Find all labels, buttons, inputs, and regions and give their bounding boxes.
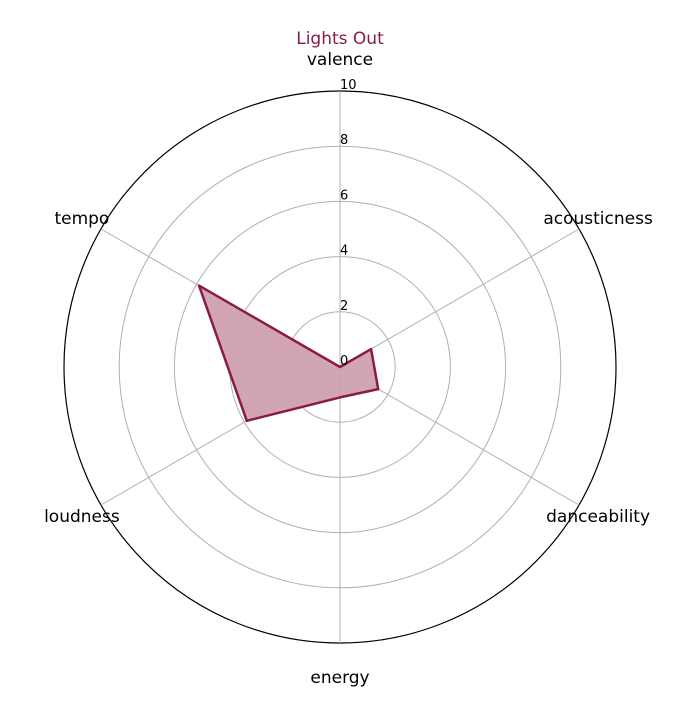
r-tick-label: 10 <box>340 78 357 93</box>
r-tick-label: 2 <box>340 299 348 314</box>
chart-title: Lights Out <box>296 29 384 49</box>
axis-label-tempo: tempo <box>54 209 109 229</box>
r-tick-label: 4 <box>340 244 348 259</box>
r-tick-label: 8 <box>340 133 348 148</box>
axis-label-acousticness: acousticness <box>543 209 653 229</box>
spoke-danceability <box>339 366 580 506</box>
axis-label-valence: valence <box>307 50 373 70</box>
grid-layer <box>63 90 617 644</box>
r-tick-label: 0 <box>340 354 348 369</box>
data-layer <box>197 284 380 423</box>
series-polygon <box>197 284 380 423</box>
axis-label-danceability: danceability <box>546 507 650 527</box>
axis-label-loudness: loudness <box>44 507 120 527</box>
tick-layer: 0 2 4 6 8 10 <box>340 78 357 369</box>
axis-label-energy: energy <box>310 668 369 688</box>
r-tick-label: 6 <box>340 188 348 203</box>
axis-label-layer: valence acousticness danceability energy lou… <box>44 50 653 688</box>
spoke-acousticness <box>339 228 580 368</box>
